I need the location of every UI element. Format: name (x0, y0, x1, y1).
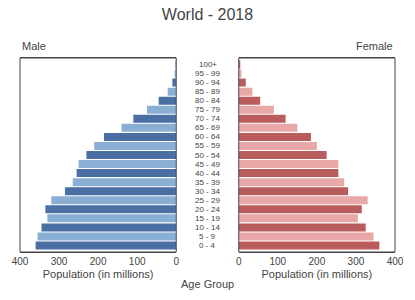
svg-text:Male: Male (22, 40, 46, 52)
svg-text:65 - 69: 65 - 69 (195, 123, 220, 132)
svg-text:400: 400 (12, 256, 29, 267)
svg-text:50 - 54: 50 - 54 (195, 151, 220, 160)
svg-text:25 - 29: 25 - 29 (195, 196, 220, 205)
svg-text:Female: Female (356, 40, 393, 52)
svg-text:0 - 4: 0 - 4 (199, 241, 216, 250)
svg-text:300: 300 (51, 256, 68, 267)
svg-text:70 - 74: 70 - 74 (195, 114, 220, 123)
svg-text:5 - 9: 5 - 9 (199, 232, 216, 241)
svg-text:100: 100 (269, 256, 286, 267)
svg-text:20 - 24: 20 - 24 (195, 205, 220, 214)
svg-text:Population (in millions): Population (in millions) (262, 268, 373, 280)
svg-text:95 - 99: 95 - 99 (195, 69, 220, 78)
svg-text:55 - 59: 55 - 59 (195, 141, 220, 150)
svg-text:100+: 100+ (199, 60, 217, 69)
svg-text:75 - 79: 75 - 79 (195, 105, 220, 114)
svg-text:35 - 39: 35 - 39 (195, 178, 220, 187)
svg-text:200: 200 (309, 256, 326, 267)
svg-text:Population (in millions): Population (in millions) (43, 268, 154, 280)
svg-text:Age Group: Age Group (181, 278, 234, 290)
svg-text:60 - 64: 60 - 64 (195, 132, 220, 141)
svg-text:40 - 44: 40 - 44 (195, 169, 220, 178)
svg-text:100: 100 (129, 256, 146, 267)
svg-text:0: 0 (236, 256, 242, 267)
svg-text:85 - 89: 85 - 89 (195, 87, 220, 96)
svg-text:400: 400 (387, 256, 404, 267)
svg-text:World - 2018: World - 2018 (162, 6, 253, 23)
svg-text:300: 300 (348, 256, 365, 267)
svg-text:30 - 34: 30 - 34 (195, 187, 220, 196)
svg-text:15 - 19: 15 - 19 (195, 214, 220, 223)
svg-text:200: 200 (90, 256, 107, 267)
svg-text:80 - 84: 80 - 84 (195, 96, 220, 105)
svg-text:45 - 49: 45 - 49 (195, 160, 220, 169)
svg-text:0: 0 (173, 256, 179, 267)
svg-text:10 - 14: 10 - 14 (195, 223, 220, 232)
svg-text:90 - 94: 90 - 94 (195, 78, 220, 87)
